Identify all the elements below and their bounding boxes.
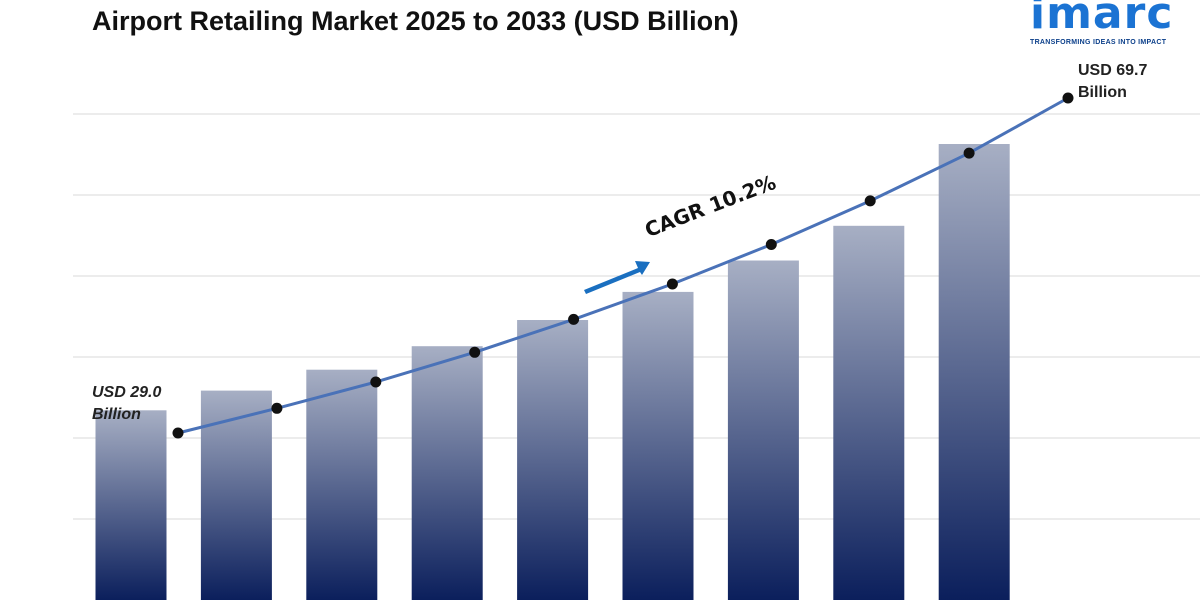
imarc-logo: imarc TRANSFORMING IDEAS INTO IMPACT: [1030, 0, 1190, 46]
end-unit-text: Billion: [1078, 84, 1127, 101]
bar-2025: [95, 410, 167, 600]
trend-line: [177, 96, 1069, 435]
bar-2029: [517, 320, 589, 600]
trend-marker: [568, 313, 580, 325]
logo-tagline: TRANSFORMING IDEAS INTO IMPACT: [1030, 39, 1167, 46]
bar-2028: [411, 346, 483, 600]
bar-2031: [727, 260, 799, 600]
bar-2027: [306, 369, 378, 600]
start-unit-text: Billion: [92, 406, 141, 423]
trend-marker: [765, 239, 777, 250]
end-value-text: USD 69.7: [1078, 62, 1148, 79]
cagr-arrow-icon: [584, 261, 650, 294]
trend-marker: [370, 376, 382, 388]
start-value-text: USD 29.0: [92, 384, 162, 401]
bar-2032: [833, 225, 905, 600]
bars: [95, 144, 1010, 600]
end-value-annotation: USD 69.7 Billion: [1078, 60, 1188, 104]
trend-marker: [271, 402, 283, 414]
chart-title: Airport Retailing Market 2025 to 2033 (U…: [92, 6, 739, 36]
trend-marker: [1062, 92, 1074, 104]
trend-marker: [666, 278, 678, 290]
logo-wordmark: imarc: [1030, 0, 1174, 39]
start-value-annotation: USD 29.0 Billion: [92, 382, 212, 426]
bar-2030: [622, 291, 694, 600]
trend-marker: [469, 346, 481, 358]
trend-marker: [963, 147, 975, 159]
trend-line-group: [172, 92, 1074, 439]
trend-marker: [172, 427, 184, 439]
bar-2033: [938, 144, 1010, 600]
trend-marker: [864, 195, 876, 207]
cagr-arrow-group: [584, 261, 650, 294]
